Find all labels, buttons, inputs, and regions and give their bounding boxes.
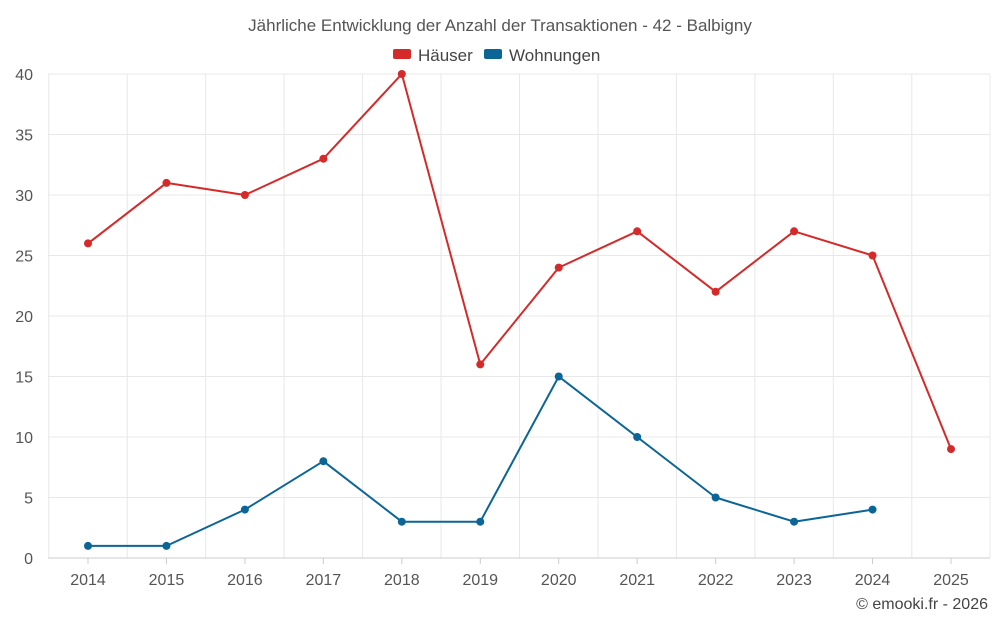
data-point-wohnungen[interactable] [633,433,642,441]
y-tick-label: 40 [15,67,33,84]
legend[interactable]: Häuser Wohnungen [393,46,600,65]
data-point-wohnungen[interactable] [319,457,328,466]
legend-item-haeuser[interactable]: Häuser [393,46,473,65]
data-points [84,70,955,550]
legend-label: Wohnungen [509,46,600,65]
data-point-haeuser[interactable] [790,227,799,236]
data-point-wohnungen[interactable] [790,517,799,526]
grid [48,73,991,558]
x-tick-label: 2018 [384,572,420,589]
x-tick-label: 2023 [776,572,812,589]
data-point-wohnungen[interactable] [711,493,720,502]
y-tick-label: 5 [24,491,33,508]
x-tick-label: 2024 [855,572,891,589]
legend-label: Häuser [418,46,473,65]
data-point-haeuser[interactable] [711,287,720,296]
data-point-haeuser[interactable] [397,70,406,78]
credit-text: © emooki.fr - 2026 [856,596,988,613]
data-point-wohnungen[interactable] [554,372,563,381]
chart-title: Jährliche Entwicklung der Anzahl der Tra… [248,16,752,35]
series-line-haeuser [87,73,952,450]
data-point-wohnungen[interactable] [84,541,92,550]
y-tick-label: 20 [15,309,33,326]
data-point-haeuser[interactable] [84,239,92,248]
data-point-haeuser[interactable] [633,227,642,236]
data-point-wohnungen[interactable] [162,541,171,550]
x-tick-label: 2014 [70,572,106,589]
x-tick-label: 2016 [227,572,263,589]
x-tick-label: 2020 [541,572,577,589]
y-tick-label: 15 [15,370,33,387]
data-point-wohnungen[interactable] [476,517,485,526]
y-tick-label: 30 [15,188,33,205]
x-tick-label: 2022 [698,572,734,589]
x-tick-label: 2019 [462,572,498,589]
data-point-wohnungen[interactable] [240,505,249,514]
data-point-wohnungen[interactable] [868,505,877,514]
data-point-haeuser[interactable] [868,251,877,260]
legend-swatch [484,49,502,59]
x-tick-label: 2021 [619,572,655,589]
x-tick-label: 2025 [933,572,969,589]
legend-item-wohnungen[interactable]: Wohnungen [484,46,600,65]
y-tick-label: 25 [15,249,33,266]
y-tick-label: 35 [15,128,33,145]
data-point-haeuser[interactable] [476,360,485,369]
data-point-haeuser[interactable] [947,445,955,454]
data-point-haeuser[interactable] [319,154,328,163]
data-point-haeuser[interactable] [554,263,563,272]
y-tick-label: 10 [15,430,33,447]
y-tick-label: 0 [24,551,33,568]
legend-swatch [393,49,411,59]
data-point-haeuser[interactable] [162,178,171,187]
x-tick-label: 2017 [306,572,342,589]
data-point-haeuser[interactable] [240,191,249,199]
data-point-wohnungen[interactable] [397,517,406,526]
x-tick-label: 2015 [149,572,185,589]
